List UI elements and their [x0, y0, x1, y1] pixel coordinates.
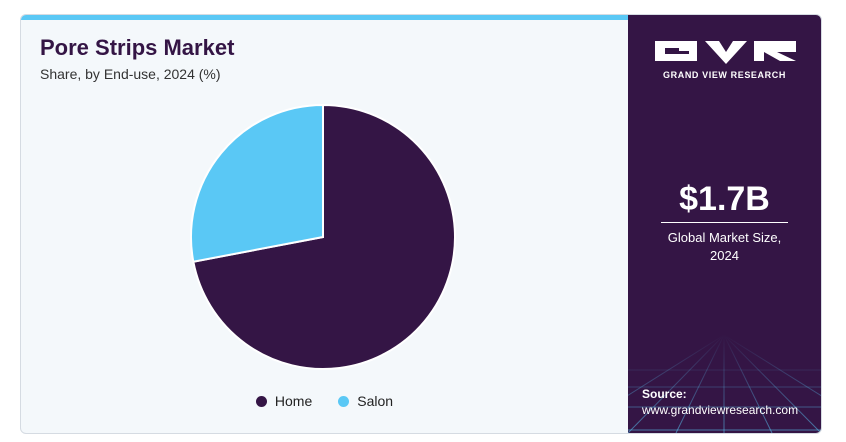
legend-item-salon: Salon — [338, 393, 393, 409]
brand-name: GRAND VIEW RESEARCH — [663, 70, 786, 80]
info-panel: GRAND VIEW RESEARCH $1.7B Global Market … — [628, 15, 821, 433]
divider — [661, 222, 788, 223]
grid-decoration — [628, 334, 821, 433]
market-size-label: Global Market Size, 2024 — [628, 229, 821, 265]
legend: Home Salon — [21, 393, 628, 409]
market-size-label-line1: Global Market Size, — [667, 230, 782, 245]
pie-chart — [190, 103, 456, 370]
legend-swatch-home — [255, 395, 267, 407]
legend-swatch-salon — [338, 395, 350, 407]
chart-title: Pore Strips Market — [40, 35, 235, 60]
grand-view-research-logo-icon — [655, 41, 796, 64]
legend-item-home: Home — [255, 393, 313, 409]
chart-panel: Pore Strips Market Share, by End-use, 20… — [21, 15, 628, 433]
market-size-value: $1.7B — [679, 180, 770, 218]
market-size-label-line2: 2024 — [710, 248, 739, 263]
chart-subtitle: Share, by End-use, 2024 (%) — [40, 66, 221, 82]
pie-slice-salon — [190, 103, 324, 263]
pie-slice-home — [192, 103, 456, 370]
legend-label-home: Home — [274, 393, 313, 409]
chart-card: Pore Strips Market Share, by End-use, 20… — [20, 14, 822, 434]
source-url[interactable]: www.grandviewresearch.com — [642, 403, 799, 417]
legend-label-salon: Salon — [357, 393, 394, 409]
source-label: Source: — [642, 387, 687, 401]
accent-strip — [21, 15, 628, 20]
